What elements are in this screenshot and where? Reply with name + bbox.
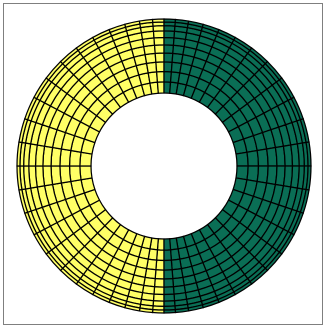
right-half-mesh xyxy=(163,18,312,314)
right-mesh-cell xyxy=(163,293,176,302)
left-mesh-cell xyxy=(152,293,165,302)
left-mesh-cell xyxy=(155,70,165,83)
right-mesh-cell xyxy=(235,151,249,167)
left-mesh-cell xyxy=(153,44,165,55)
left-mesh-cell xyxy=(147,71,159,84)
right-mesh-cell xyxy=(163,308,177,314)
right-mesh-cell xyxy=(163,238,172,251)
left-mesh-cell xyxy=(145,61,158,74)
right-mesh-cell xyxy=(163,259,173,271)
right-mesh-cell xyxy=(163,30,176,39)
left-mesh-cell xyxy=(156,81,165,94)
right-mesh-cell xyxy=(163,44,175,55)
right-mesh-cell xyxy=(246,149,260,167)
right-mesh-cell xyxy=(163,286,175,296)
right-mesh-cell xyxy=(169,248,181,261)
right-mesh-cell xyxy=(163,269,174,280)
left-mesh-cell xyxy=(154,269,165,280)
left-mesh-cell xyxy=(153,36,165,46)
left-mesh-cell xyxy=(151,18,165,24)
left-mesh-cell xyxy=(152,30,165,39)
left-mesh-cell xyxy=(153,277,165,288)
left-mesh-cell xyxy=(153,286,165,296)
left-half-mesh xyxy=(16,18,165,314)
right-mesh-cell xyxy=(163,249,173,262)
right-mesh-cell xyxy=(163,277,175,288)
left-mesh-cell xyxy=(79,165,93,181)
right-mesh-cell xyxy=(246,165,260,183)
right-mesh-cell xyxy=(163,18,177,24)
right-mesh-cell xyxy=(163,36,175,46)
right-mesh-cell xyxy=(163,52,174,63)
left-mesh-cell xyxy=(155,61,165,73)
right-mesh-cell xyxy=(170,258,183,271)
left-mesh-cell xyxy=(154,52,165,63)
left-mesh-cell xyxy=(68,149,82,167)
left-mesh-cell xyxy=(151,308,165,314)
left-mesh-cell xyxy=(68,165,82,183)
